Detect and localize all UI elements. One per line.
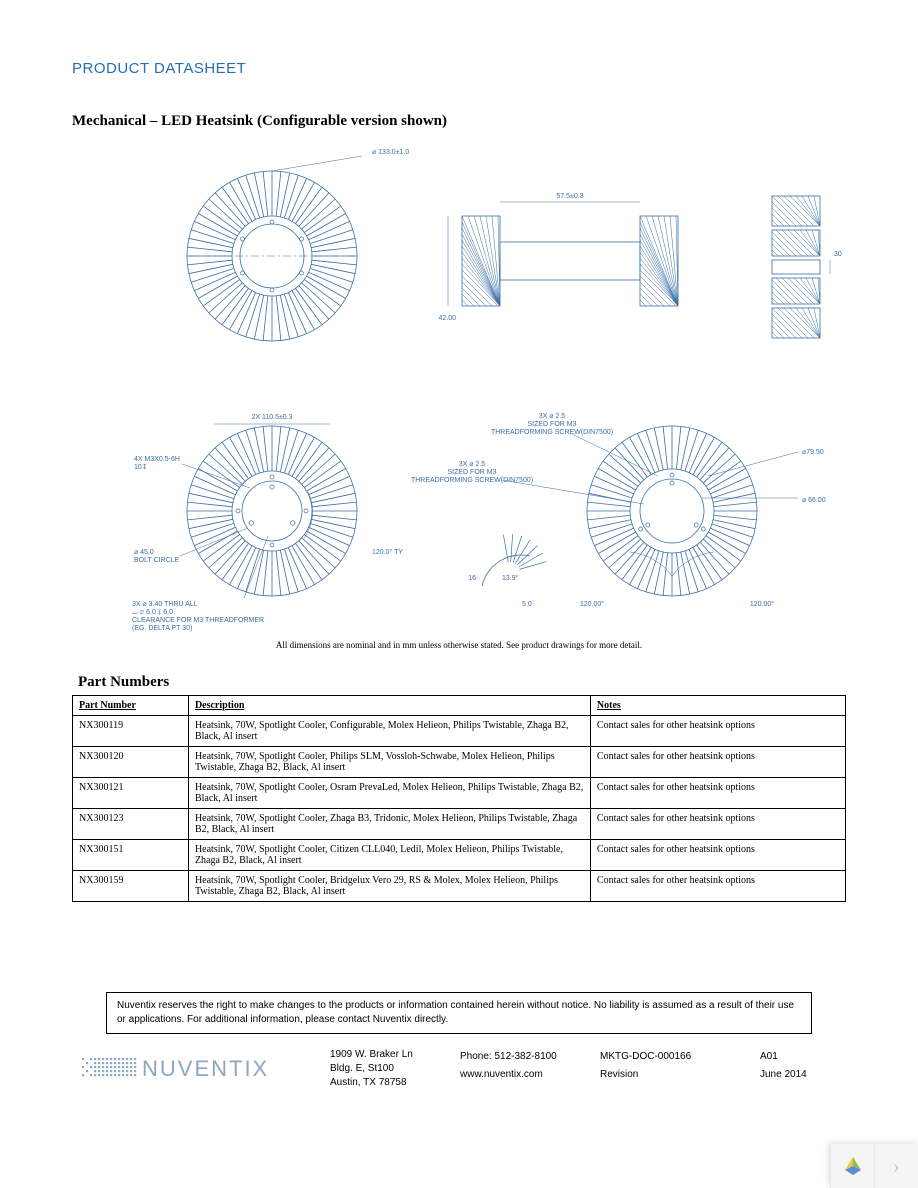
part-numbers-table: Part Number Description Notes NX300119He… (72, 695, 846, 902)
cell-pn: NX300121 (73, 778, 189, 809)
table-row: NX300121Heatsink, 70W, Spotlight Cooler,… (73, 778, 846, 809)
nav-logo-icon[interactable] (830, 1144, 874, 1188)
footer-address: 1909 W. Braker Ln Bldg. E, St100 Austin,… (330, 1048, 460, 1090)
table-row: NX300120Heatsink, 70W, Spotlight Cooler,… (73, 747, 846, 778)
footer-rev-label: Revision (600, 1066, 760, 1084)
cell-desc: Heatsink, 70W, Spotlight Cooler, Osram P… (188, 778, 590, 809)
footer-web: www.nuventix.com (460, 1066, 600, 1084)
cell-desc: Heatsink, 70W, Spotlight Cooler, Zhaga B… (188, 809, 590, 840)
col-part-number: Part Number (73, 696, 189, 716)
svg-text:⌀ 45.0BOLT CIRCLE: ⌀ 45.0BOLT CIRCLE (134, 549, 180, 564)
nav-next-button[interactable]: › (874, 1144, 918, 1188)
chevron-right-icon: › (894, 1156, 900, 1177)
footer-contact: Phone: 512-382-8100 www.nuventix.com (460, 1048, 600, 1084)
svg-text:57.5±0.3: 57.5±0.3 (556, 193, 583, 200)
svg-text:3X ⌀ 2.5SIZED FOR M3THREADFORM: 3X ⌀ 2.5SIZED FOR M3THREADFORMING SCREW(… (491, 413, 613, 436)
section-title-mechanical: Mechanical – LED Heatsink (Configurable … (72, 113, 846, 130)
table-row: NX300123Heatsink, 70W, Spotlight Cooler,… (73, 809, 846, 840)
page-footer: NUVENTIX 1909 W. Braker Ln Bldg. E, St10… (72, 1048, 846, 1091)
cell-pn: NX300123 (73, 809, 189, 840)
svg-text:120.0° TY: 120.0° TY (372, 548, 403, 556)
document-header: PRODUCT DATASHEET (72, 60, 846, 77)
svg-text:42.00: 42.00 (438, 315, 456, 322)
cell-pn: NX300119 (73, 716, 189, 747)
footer-rev: A01 (760, 1048, 840, 1066)
svg-text:4X M3X0.5-6H10↧: 4X M3X0.5-6H10↧ (134, 456, 180, 471)
logo-text: NUVENTIX (142, 1056, 269, 1081)
col-notes: Notes (590, 696, 845, 716)
svg-text:16: 16 (468, 575, 476, 582)
table-row: NX300119Heatsink, 70W, Spotlight Cooler,… (73, 716, 846, 747)
cell-notes: Contact sales for other heatsink options (590, 809, 845, 840)
nuventix-logo: NUVENTIX (80, 1048, 330, 1091)
cell-desc: Heatsink, 70W, Spotlight Cooler, Philips… (188, 747, 590, 778)
footer-date: June 2014 (760, 1066, 840, 1084)
disclaimer: Nuventix reserves the right to make chan… (106, 992, 812, 1034)
cell-notes: Contact sales for other heatsink options (590, 840, 845, 871)
cell-pn: NX300120 (73, 747, 189, 778)
svg-text:⌀ 66.00: ⌀ 66.00 (802, 497, 826, 504)
footer-rev-block: A01 June 2014 (760, 1048, 840, 1084)
svg-text:120.00°: 120.00° (750, 600, 774, 608)
svg-text:⌀ 133.0±1.0: ⌀ 133.0±1.0 (372, 149, 409, 156)
table-row: NX300159Heatsink, 70W, Spotlight Cooler,… (73, 871, 846, 902)
footer-docid: MKTG-DOC-000166 (600, 1048, 760, 1066)
svg-text:3X ⌀ 2.5SIZED FOR M3THREADFORM: 3X ⌀ 2.5SIZED FOR M3THREADFORMING SCREW(… (411, 461, 533, 484)
svg-text:⌀79.50: ⌀79.50 (802, 449, 824, 456)
cell-desc: Heatsink, 70W, Spotlight Cooler, Configu… (188, 716, 590, 747)
col-description: Description (188, 696, 590, 716)
footer-phone: Phone: 512-382-8100 (460, 1048, 600, 1066)
svg-text:30.0: 30.0 (834, 251, 842, 258)
table-row: NX300151Heatsink, 70W, Spotlight Cooler,… (73, 840, 846, 871)
cell-pn: NX300151 (73, 840, 189, 871)
footer-docid-block: MKTG-DOC-000166 Revision (600, 1048, 760, 1084)
cell-desc: Heatsink, 70W, Spotlight Cooler, Citizen… (188, 840, 590, 871)
addr-line2: Bldg. E, St100 (330, 1062, 460, 1076)
cell-pn: NX300159 (73, 871, 189, 902)
cell-desc: Heatsink, 70W, Spotlight Cooler, Bridgel… (188, 871, 590, 902)
svg-text:120.00°: 120.00° (580, 600, 604, 608)
cell-notes: Contact sales for other heatsink options (590, 747, 845, 778)
page-nav-widget: › (830, 1144, 918, 1188)
svg-text:5.0: 5.0 (522, 601, 532, 608)
mechanical-drawing: ⌀ 133.0±1.0 57.5±0.3 42.00 30.0 2X 110.5±0.3… (72, 136, 846, 636)
cell-notes: Contact sales for other heatsink options (590, 716, 845, 747)
addr-line1: 1909 W. Braker Ln (330, 1048, 460, 1062)
svg-text:13.9°: 13.9° (502, 574, 519, 582)
table-header-row: Part Number Description Notes (73, 696, 846, 716)
part-numbers-heading: Part Numbers (78, 674, 846, 691)
addr-line3: Austin, TX 78758 (330, 1076, 460, 1090)
svg-text:2X 110.5±0.3: 2X 110.5±0.3 (251, 414, 292, 421)
cell-notes: Contact sales for other heatsink options (590, 871, 845, 902)
svg-text:3X ⌀ 3.40 THRU ALL⌴ ⌀ 6.0 ↧ 6.: 3X ⌀ 3.40 THRU ALL⌴ ⌀ 6.0 ↧ 6.0CLEARANCE… (132, 601, 264, 632)
cell-notes: Contact sales for other heatsink options (590, 778, 845, 809)
drawing-caption: All dimensions are nominal and in mm unl… (72, 640, 846, 650)
